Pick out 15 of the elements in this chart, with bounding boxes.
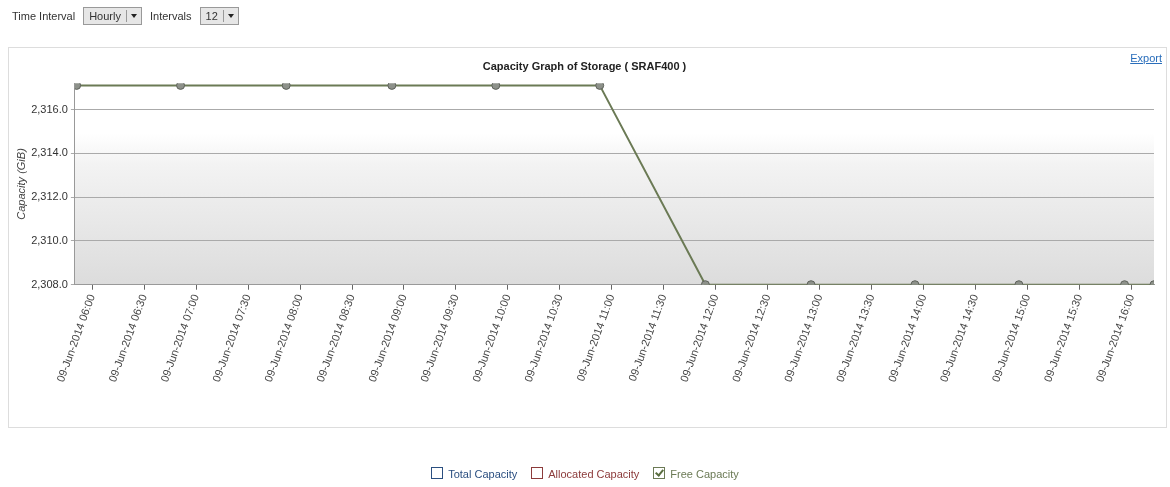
legend-label: Free Capacity	[670, 468, 739, 480]
text: Intervals	[149, 10, 192, 22]
legend-label: Allocated Capacity	[548, 468, 640, 480]
legend-label: Total Capacity	[448, 468, 518, 480]
text: 12	[200, 10, 224, 22]
chart-title: Capacity Graph of Storage ( SRAF400 )	[482, 59, 687, 72]
text: Export	[1130, 52, 1162, 64]
y-tick-label: 2,312.0	[31, 190, 68, 203]
y-tick-label: 2,310.0	[31, 233, 68, 246]
text: Time Interval	[12, 10, 76, 22]
y-tick-label: 2,314.0	[31, 146, 68, 159]
y-tick-label: 2,308.0	[31, 277, 68, 290]
y-axis-title: Capacity (GiB)	[14, 147, 27, 220]
text: Hourly	[84, 10, 127, 22]
y-tick-label: 2,316.0	[31, 102, 68, 115]
